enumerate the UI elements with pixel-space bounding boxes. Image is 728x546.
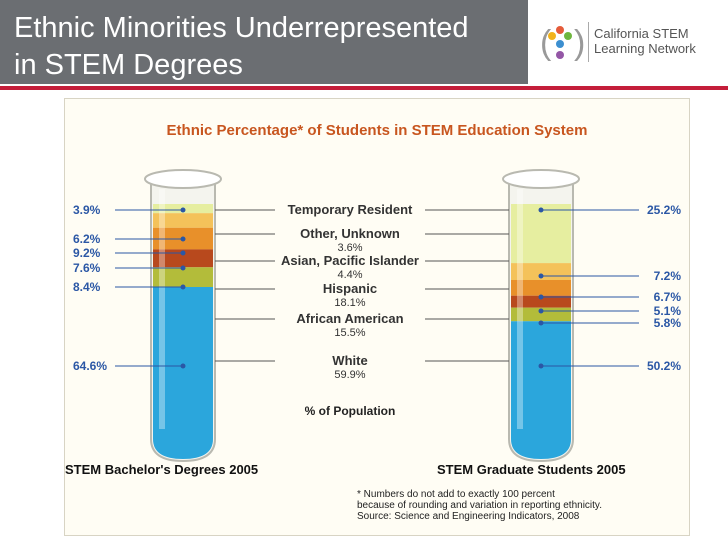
slide-title-line-1: Ethnic Minorities Underrepresented [14,12,469,44]
value-label: 6.7% [654,290,682,304]
logo-text-line-1: California STEM [594,26,689,41]
value-dot [538,320,544,326]
footnote-line: Source: Science and Engineering Indicato… [357,511,580,522]
value-dot [180,250,186,256]
value-label: 25.2% [647,203,681,217]
value-dot [538,363,544,369]
group-label: Other, Unknown [300,226,400,241]
value-label: 7.6% [73,261,101,275]
group-label: African American [296,311,403,326]
footnote-line: * Numbers do not add to exactly 100 perc… [357,489,555,500]
population-pct: 59.9% [334,369,365,381]
logo-mark-icon: ( ) [540,24,585,62]
value-dot [538,308,544,314]
population-pct: 18.1% [334,297,365,309]
value-dot [538,294,544,300]
value-label: 7.2% [654,269,682,283]
tube-bachelors-lip [144,169,222,189]
value-dot [180,207,186,213]
slide-header: Ethnic Minorities Underrepresented in ST… [0,0,728,90]
value-dot [538,207,544,213]
california-stem-logo: ( ) California STEM Learning Network [536,12,721,72]
accent-rule [0,86,728,90]
tube-title: STEM Graduate Students 2005 [437,462,626,477]
logo-text-line-2: Learning Network [594,41,696,56]
tube-bachelors-segment [153,249,213,268]
title-box: Ethnic Minorities Underrepresented in ST… [0,0,528,84]
value-dot [180,284,186,290]
value-label: 5.1% [654,304,682,318]
population-pct: 3.6% [337,242,362,254]
group-label: Asian, Pacific Islander [281,253,419,268]
population-axis-label: % of Population [305,404,396,418]
tube-graduate-lip [502,169,580,189]
value-label: 5.8% [654,316,682,330]
tube-bachelors-segment [153,267,213,288]
logo-divider [588,22,589,62]
footnote-line: because of rounding and variation in rep… [357,500,602,511]
value-dot [180,363,186,369]
value-dot [180,236,186,242]
group-label: White [332,353,367,368]
value-label: 9.2% [73,246,101,260]
group-label: Hispanic [323,281,377,296]
value-label: 64.6% [73,359,107,373]
svg-text:): ) [574,24,585,62]
svg-text:(: ( [540,24,552,62]
tube-bachelors-highlight [159,189,165,429]
value-dot [180,265,186,271]
population-pct: 15.5% [334,327,365,339]
tube-graduate-segment [511,204,571,264]
chart-frame: Ethnic Percentage* of Students in STEM E… [64,98,690,536]
value-label: 8.4% [73,280,101,294]
value-label: 3.9% [73,203,101,217]
ethnicity-chart: Ethnic Percentage* of Students in STEM E… [65,122,682,522]
value-label: 50.2% [647,359,681,373]
tube-graduate-segment [511,295,571,308]
tube-title: STEM Bachelor's Degrees 2005 [65,462,258,477]
tube-graduate-segment [511,321,571,459]
slide-title: Ethnic Minorities Underrepresented in ST… [14,10,469,84]
slide-title-line-2: in STEM Degrees [14,49,243,81]
value-label: 6.2% [73,232,101,246]
chart-title: Ethnic Percentage* of Students in STEM E… [167,122,588,139]
value-dot [538,273,544,279]
population-pct: 4.4% [337,269,362,281]
tube-graduate-segment [511,279,571,296]
group-label: Temporary Resident [288,202,413,217]
tube-bachelors-segment [153,287,213,459]
tube-graduate-highlight [517,189,523,429]
tube-bachelors-segment [153,213,213,228]
logo-text: California STEM Learning Network [594,26,696,56]
